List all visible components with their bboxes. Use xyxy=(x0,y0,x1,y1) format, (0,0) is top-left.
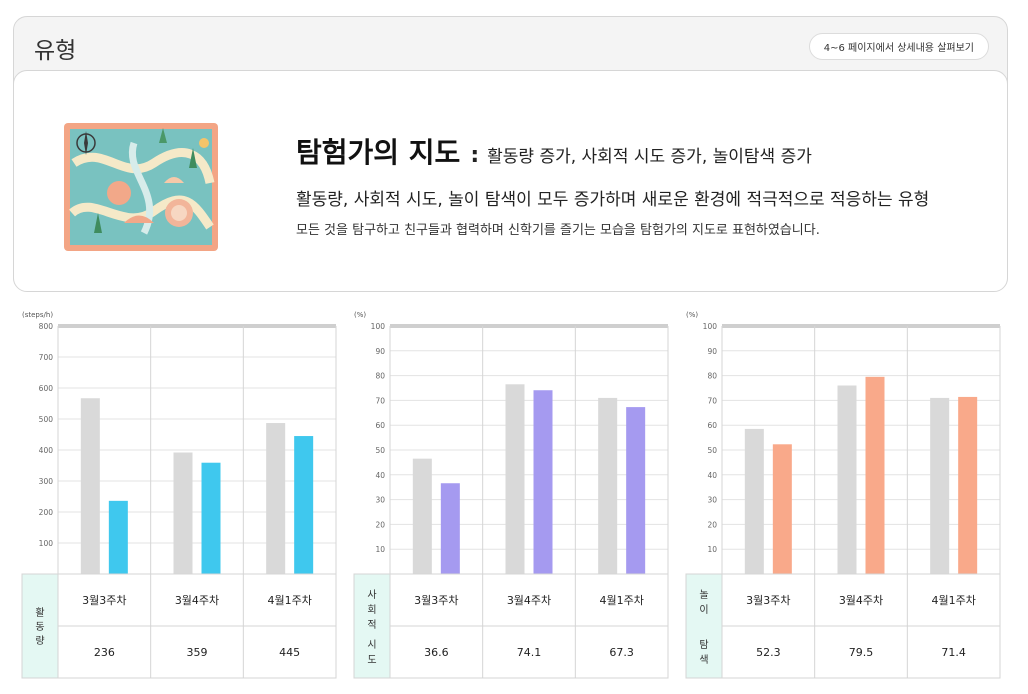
headline-colon: : xyxy=(470,143,480,168)
reference-bar xyxy=(837,385,857,574)
unit-label: (steps/h) xyxy=(22,311,53,319)
category-label: 3월3주차 xyxy=(746,594,790,607)
category-label: 3월3주차 xyxy=(82,594,126,607)
table-value: 36.6 xyxy=(424,646,449,659)
type-traits: 활동량 증가, 사회적 시도 증가, 놀이탐색 증가 xyxy=(487,147,812,167)
category-label: 3월3주차 xyxy=(414,594,458,607)
row-label-cell xyxy=(686,574,722,678)
row-label-char: 시 xyxy=(367,639,376,651)
row-label-char: 색 xyxy=(699,654,708,666)
category-label: 3월4주차 xyxy=(507,594,551,607)
y-tick-label: 700 xyxy=(39,353,54,362)
row-label-char: 활 xyxy=(35,606,44,619)
type-name: 탐험가의 지도 xyxy=(296,136,461,169)
y-tick-label: 80 xyxy=(375,372,385,381)
value-bar xyxy=(533,390,553,574)
row-label-cell xyxy=(354,574,390,678)
type-panel: 유형 4~6 페이지에서 상세내용 살펴보기 탐험가의 지도: 활동량 증가, 사… xyxy=(13,16,1008,292)
y-tick-label: 90 xyxy=(375,347,385,356)
reference-bar xyxy=(598,397,618,574)
y-tick-label: 60 xyxy=(707,421,717,430)
reference-bar xyxy=(505,384,525,574)
table-value: 71.4 xyxy=(941,646,966,659)
unit-label: (%) xyxy=(354,311,366,319)
type-detail: 모든 것을 탐구하고 친구들과 협력하며 신학기를 즐기는 모습을 탐험가의 지… xyxy=(296,223,820,238)
category-label: 4월1주차 xyxy=(599,594,643,607)
table-value: 52.3 xyxy=(756,646,781,659)
type-headline: 탐험가의 지도: 활동량 증가, 사회적 시도 증가, 놀이탐색 증가 xyxy=(296,131,812,171)
category-label: 4월1주차 xyxy=(931,594,975,607)
y-tick-label: 10 xyxy=(707,545,717,554)
reference-bar xyxy=(173,452,193,574)
y-tick-label: 30 xyxy=(707,496,717,505)
y-tick-label: 40 xyxy=(375,471,385,480)
y-tick-label: 20 xyxy=(707,520,717,529)
y-tick-label: 400 xyxy=(39,446,54,455)
detail-link-button[interactable]: 4~6 페이지에서 상세내용 살펴보기 xyxy=(808,33,989,60)
row-label-char: 도 xyxy=(367,655,376,666)
row-label-char: 량 xyxy=(35,635,44,647)
y-tick-label: 600 xyxy=(39,384,54,393)
table-value: 236 xyxy=(94,646,115,659)
value-bar xyxy=(108,500,128,574)
y-tick-label: 20 xyxy=(375,520,385,529)
table-value: 445 xyxy=(279,646,300,659)
value-bar xyxy=(626,407,646,574)
explorer-map-illustration xyxy=(64,123,218,251)
y-tick-label: 100 xyxy=(703,322,718,331)
reference-bar xyxy=(80,398,100,574)
reference-bar xyxy=(266,423,286,574)
y-tick-label: 200 xyxy=(39,508,54,517)
y-tick-label: 60 xyxy=(375,421,385,430)
y-tick-label: 50 xyxy=(375,446,385,455)
unit-label: (%) xyxy=(686,311,698,319)
value-bar xyxy=(865,376,885,574)
row-label-cell xyxy=(22,574,58,678)
value-bar xyxy=(440,483,460,574)
type-description: 활동량, 사회적 시도, 놀이 탐색이 모두 증가하며 새로운 환경에 적극적으… xyxy=(296,190,930,210)
category-label: 3월4주차 xyxy=(839,594,883,607)
y-tick-label: 80 xyxy=(707,372,717,381)
y-tick-label: 100 xyxy=(39,539,54,548)
table-value: 67.3 xyxy=(609,646,634,659)
y-tick-label: 70 xyxy=(375,396,385,405)
y-tick-label: 10 xyxy=(375,545,385,554)
category-label: 4월1주차 xyxy=(267,594,311,607)
value-bar xyxy=(958,396,978,574)
y-tick-label: 300 xyxy=(39,477,54,486)
row-label-char: 동 xyxy=(35,621,44,633)
table-value: 359 xyxy=(187,646,208,659)
table-value: 74.1 xyxy=(517,646,542,659)
value-bar xyxy=(201,462,221,574)
value-bar xyxy=(772,444,792,574)
y-tick-label: 40 xyxy=(707,471,717,480)
y-tick-label: 800 xyxy=(39,322,54,331)
row-label-char: 회 xyxy=(367,604,376,616)
y-tick-label: 90 xyxy=(707,347,717,356)
row-label-char: 사 xyxy=(367,589,376,601)
y-tick-label: 30 xyxy=(375,496,385,505)
reference-bar xyxy=(412,458,432,574)
section-title: 유형 xyxy=(34,38,77,64)
value-bar xyxy=(294,436,314,574)
reference-bar xyxy=(744,428,764,574)
reference-bar xyxy=(930,397,950,574)
y-tick-label: 100 xyxy=(371,322,386,331)
y-tick-label: 70 xyxy=(707,396,717,405)
row-label-char: 놀 xyxy=(699,589,708,601)
activity-chart: (steps/h) 100 200 300 400 500 600 700 800 활동량 3월3주… xyxy=(21,311,337,679)
type-card: 탐험가의 지도: 활동량 증가, 사회적 시도 증가, 놀이탐색 증가 활동량, … xyxy=(13,70,1008,292)
row-label-char: 탐 xyxy=(699,639,708,651)
y-tick-label: 500 xyxy=(39,415,54,424)
row-label-char: 이 xyxy=(699,604,708,616)
row-label-char: 적 xyxy=(367,619,376,631)
play-exploration-chart: (%) 10 20 30 40 50 60 70 80 90 100 놀이탐색 3월3주차 52.3 3월4… xyxy=(685,311,1001,679)
category-label: 3월4주차 xyxy=(175,594,219,607)
table-value: 79.5 xyxy=(849,646,874,659)
y-tick-label: 50 xyxy=(707,446,717,455)
